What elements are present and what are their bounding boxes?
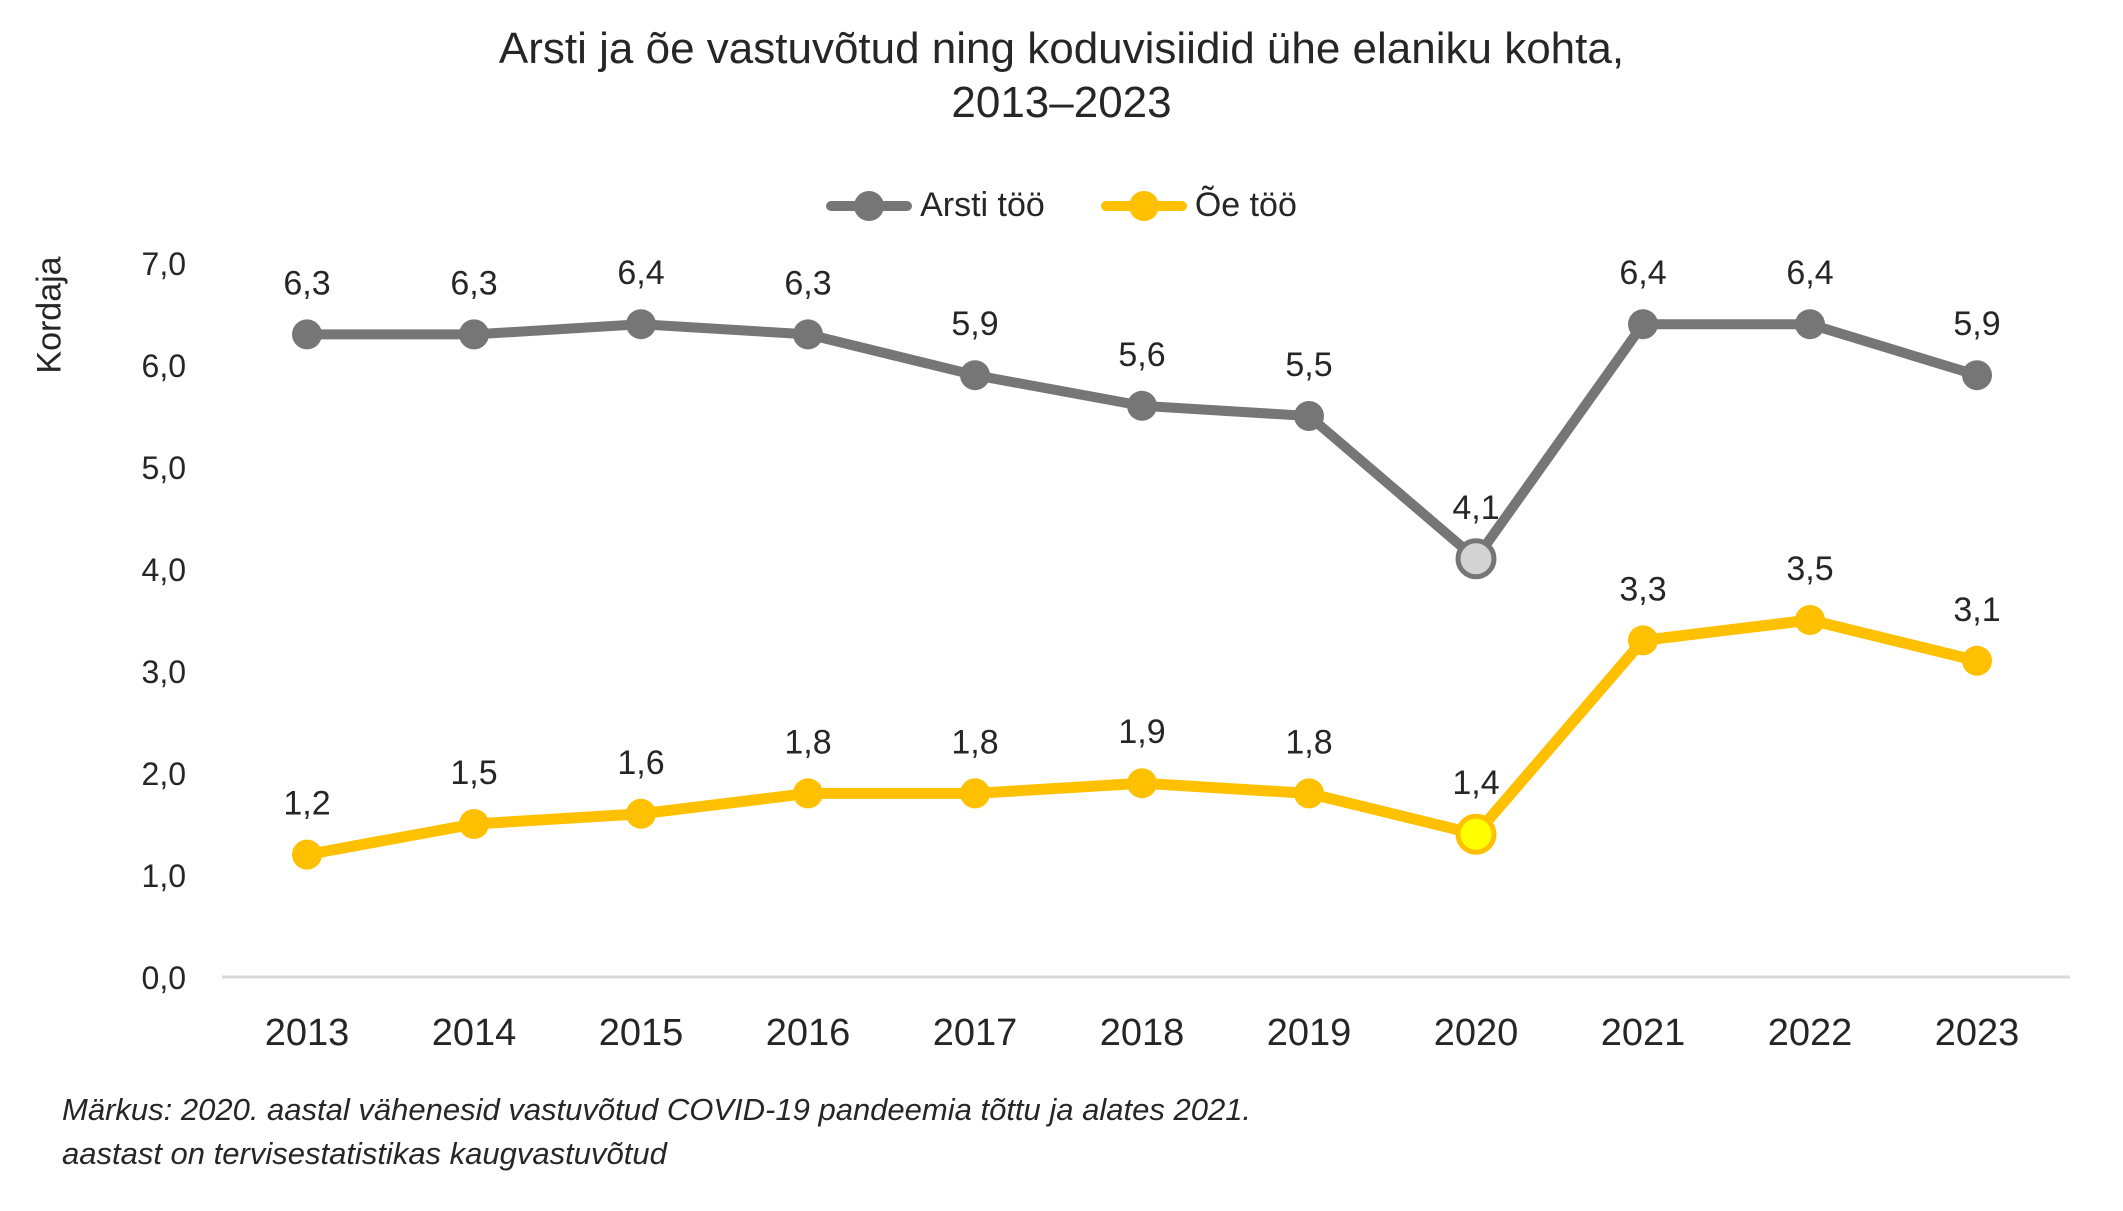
data-label: 1,8 — [784, 723, 831, 761]
x-tick-label: 2019 — [1267, 1012, 1352, 1054]
legend-item-oe-too: Õe töö — [1100, 186, 1297, 225]
data-label: 3,1 — [1953, 591, 2000, 629]
y-tick-label: 1,0 — [142, 858, 186, 894]
data-label: 5,9 — [1953, 305, 2000, 343]
series-marker — [1628, 309, 1658, 340]
series-marker — [292, 319, 322, 350]
footnote: Märkus: 2020. aastal vähenesid vastuvõtu… — [62, 1088, 1562, 1176]
y-tick-label: 3,0 — [142, 654, 186, 690]
footnote-line2: aastast on tervisestatistikas kaugvastuv… — [62, 1136, 667, 1172]
legend-marker-arsti-too — [826, 189, 913, 223]
series-marker — [459, 319, 489, 350]
highlight-marker — [1455, 538, 1497, 580]
y-tick-label: 0,0 — [142, 960, 186, 996]
x-tick-label: 2020 — [1434, 1012, 1519, 1054]
series-marker — [1962, 360, 1992, 391]
legend: Arsti töö Õe töö — [0, 186, 2123, 225]
series-marker — [1628, 625, 1658, 656]
data-label: 4,1 — [1452, 489, 1499, 527]
y-tick-label: 2,0 — [142, 756, 186, 792]
legend-label-arsti-too: Arsti töö — [920, 186, 1045, 224]
data-label: 5,5 — [1285, 346, 1332, 384]
chart-title-line2: 2013–2023 — [951, 77, 1172, 127]
data-label: 1,6 — [617, 744, 664, 782]
x-tick-label: 2013 — [265, 1012, 350, 1054]
data-label: 3,3 — [1619, 570, 1666, 608]
footnote-line1: Märkus: 2020. aastal vähenesid vastuvõtu… — [62, 1092, 1252, 1127]
legend-label-oe-too: Õe töö — [1194, 186, 1297, 224]
series-marker — [459, 809, 489, 839]
chart-title: Arsti ja õe vastuvõtud ning koduvisiidid… — [0, 22, 2123, 129]
data-label: 6,4 — [1619, 254, 1666, 292]
series-marker — [793, 778, 823, 809]
data-label: 6,4 — [1786, 254, 1833, 292]
legend-dot-icon — [1128, 190, 1159, 221]
legend-marker-oe-too — [1100, 189, 1187, 223]
data-label: 6,3 — [283, 264, 330, 302]
y-tick-label: 6,0 — [142, 348, 186, 384]
x-tick-label: 2014 — [432, 1012, 517, 1054]
series-marker — [1795, 309, 1825, 340]
highlight-marker — [1455, 813, 1497, 855]
y-tick-label: 4,0 — [142, 552, 186, 588]
chart-title-line1: Arsti ja õe vastuvõtud ning koduvisiidid… — [498, 24, 1625, 73]
data-label: 3,5 — [1786, 550, 1833, 588]
data-label: 6,3 — [784, 264, 831, 302]
y-tick-label: 7,0 — [142, 246, 186, 282]
data-label: 1,2 — [283, 785, 330, 823]
x-tick-label: 2023 — [1935, 1012, 2020, 1054]
series-marker — [1795, 605, 1825, 635]
y-tick-label: 5,0 — [142, 450, 186, 486]
series-marker — [1127, 390, 1157, 421]
legend-dot-icon — [854, 190, 885, 221]
series-marker — [626, 309, 656, 340]
data-label: 6,3 — [450, 264, 497, 302]
series-marker — [960, 778, 990, 809]
x-tick-label: 2021 — [1601, 1012, 1686, 1054]
data-label: 6,4 — [617, 254, 664, 292]
legend-item-arsti-too: Arsti töö — [826, 186, 1045, 225]
x-tick-label: 2018 — [1100, 1012, 1185, 1054]
x-tick-label: 2022 — [1768, 1012, 1853, 1054]
data-label: 1,5 — [450, 754, 497, 792]
series-marker — [960, 360, 990, 391]
series-marker — [626, 798, 656, 829]
data-label: 5,9 — [951, 305, 998, 343]
data-label: 1,8 — [1285, 723, 1332, 761]
x-tick-label: 2016 — [766, 1012, 851, 1054]
x-tick-label: 2017 — [933, 1012, 1018, 1054]
data-label: 5,6 — [1118, 336, 1165, 374]
series-marker — [1962, 645, 1992, 676]
series-marker — [1294, 401, 1324, 431]
series-marker — [793, 319, 823, 350]
series-marker — [1127, 768, 1157, 799]
x-tick-label: 2015 — [599, 1012, 684, 1054]
series-marker — [1294, 778, 1324, 809]
series-marker — [292, 839, 322, 870]
data-label: 1,8 — [951, 723, 998, 761]
data-label: 1,9 — [1118, 713, 1165, 751]
data-label: 1,4 — [1452, 764, 1499, 802]
